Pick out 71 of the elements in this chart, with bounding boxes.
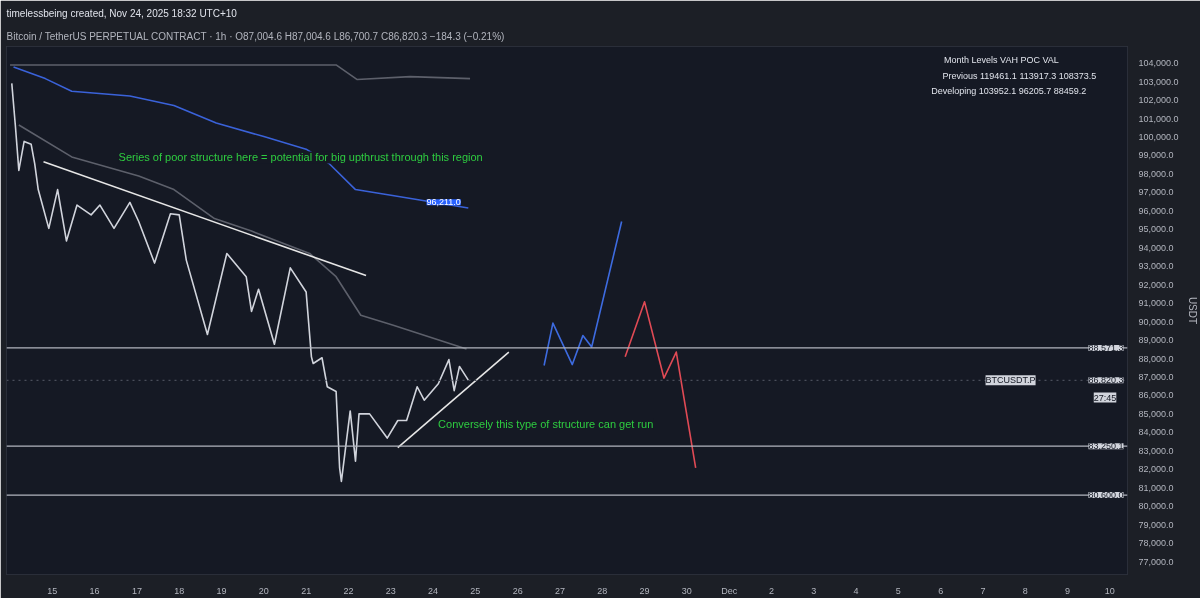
y-tick-label: 92,000.0 <box>1138 279 1174 290</box>
ref-line-label: 83,250.1 <box>1088 441 1124 452</box>
y-tick-label: 94,000.0 <box>1138 242 1174 253</box>
annotation: BTCUSDT.P <box>985 375 1036 386</box>
x-tick-label: 15 <box>47 585 58 596</box>
line-series <box>9 64 471 81</box>
annotation: Developing 103952.1 96205.7 88459.2 <box>931 86 1087 97</box>
x-tick-label: 23 <box>385 585 396 596</box>
y-tick-label: 77,000.0 <box>1138 556 1174 567</box>
y-tick-label: 81,000.0 <box>1138 482 1174 493</box>
x-tick-label: 21 <box>301 585 312 596</box>
y-tick-label: 79,000.0 <box>1138 519 1174 530</box>
ref-line-label: 88,571.3 <box>1088 342 1124 353</box>
y-tick-label: 98,000.0 <box>1138 168 1174 179</box>
x-tick-label: 5 <box>895 585 901 596</box>
ref-line-label: 80,600.0 <box>1088 490 1124 501</box>
x-tick-label: 25 <box>470 585 481 596</box>
x-tick-label: 24 <box>428 585 439 596</box>
annotation: Previous 119461.1 113917.3 108373.5 <box>942 70 1097 81</box>
y-tick-label: 82,000.0 <box>1138 464 1174 475</box>
annotation: 96,211.0 <box>426 197 461 208</box>
annotation: Series of poor structure here = potential for big upthrust through this region <box>118 151 483 164</box>
y-tick-label: 95,000.0 <box>1138 224 1174 235</box>
y-tick-label: 96,000.0 <box>1138 205 1174 216</box>
x-tick-label: Dec <box>721 585 738 596</box>
x-tick-label: 29 <box>639 585 650 596</box>
x-tick-label: 10 <box>1104 585 1115 596</box>
x-tick-label: 17 <box>131 585 142 596</box>
y-tick-label: 89,000.0 <box>1138 335 1174 346</box>
y-tick-label: 104,000.0 <box>1138 58 1179 69</box>
y-axis-title: USDT <box>1186 296 1198 325</box>
annotation: Conversely this type of structure can get run <box>438 418 654 431</box>
y-tick-label: 78,000.0 <box>1138 538 1174 549</box>
y-tick-label: 90,000.0 <box>1138 316 1174 327</box>
x-tick-label: 20 <box>258 585 269 596</box>
x-tick-label: 28 <box>597 585 608 596</box>
chart-subtitle: timelessbeing created, Nov 24, 2025 18:32 UTC+10 <box>6 7 238 19</box>
y-tick-label: 101,000.0 <box>1138 113 1179 124</box>
y-tick-label: 93,000.0 <box>1138 261 1174 272</box>
x-tick-label: 16 <box>89 585 100 596</box>
y-tick-label: 100,000.0 <box>1138 131 1179 142</box>
x-tick-label: 18 <box>174 585 185 596</box>
x-tick-label: 22 <box>343 585 354 596</box>
line-series <box>543 220 623 367</box>
chart-title: Bitcoin / TetherUS PERPETUAL CONTRACT · 1h · O87,004.6 H87,004.6 L86,700.7 C86,820.3 −184.3 (−0.21%) <box>6 30 505 42</box>
y-tick-label: 99,000.0 <box>1138 150 1174 161</box>
x-tick-label: 30 <box>681 585 692 596</box>
annotation: 27:45 <box>1093 392 1117 403</box>
x-tick-label: 6 <box>938 585 944 596</box>
y-tick-label: 83,000.0 <box>1138 445 1174 456</box>
y-tick-label: 85,000.0 <box>1138 408 1174 419</box>
x-tick-label: 9 <box>1065 585 1071 596</box>
annotation: Month Levels VAH POC VAL <box>944 54 1059 65</box>
y-tick-label: 86,000.0 <box>1138 390 1174 401</box>
x-tick-label: 19 <box>216 585 227 596</box>
x-tick-label: 27 <box>554 585 565 596</box>
y-tick-label: 97,000.0 <box>1138 187 1174 198</box>
y-tick-label: 87,000.0 <box>1138 371 1174 382</box>
x-tick-label: 26 <box>512 585 523 596</box>
y-tick-label: 84,000.0 <box>1138 427 1174 438</box>
y-tick-label: 102,000.0 <box>1138 95 1179 106</box>
y-tick-label: 80,000.0 <box>1138 501 1174 512</box>
x-tick-label: 7 <box>980 585 986 596</box>
x-tick-label: 8 <box>1022 585 1028 596</box>
y-tick-label: 88,000.0 <box>1138 353 1174 364</box>
x-tick-label: 4 <box>853 585 859 596</box>
x-tick-label: 3 <box>811 585 817 596</box>
x-tick-label: 2 <box>768 585 774 596</box>
y-tick-label: 91,000.0 <box>1138 298 1174 309</box>
y-tick-label: 103,000.0 <box>1138 76 1179 87</box>
ref-line-label: 86,820.3 <box>1088 375 1124 386</box>
